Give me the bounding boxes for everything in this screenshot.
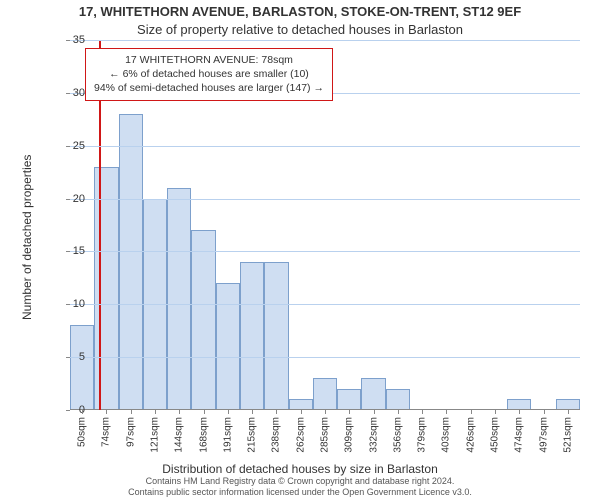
x-tick-label: 474sqm (514, 417, 525, 453)
bar (70, 325, 94, 410)
x-tick-label: 168sqm (198, 417, 209, 453)
x-axis-label: Distribution of detached houses by size … (0, 462, 600, 476)
x-tick-label: 426sqm (465, 417, 476, 453)
x-tick-mark (495, 410, 496, 414)
x-tick-mark (82, 410, 83, 414)
title-line-1: 17, WHITETHORN AVENUE, BARLASTON, STOKE-… (0, 4, 600, 19)
x-tick-label: 262sqm (295, 417, 306, 453)
bar (313, 378, 337, 410)
x-tick-mark (398, 410, 399, 414)
x-tick-label: 332sqm (368, 417, 379, 453)
bar (167, 188, 191, 410)
x-tick-mark (106, 410, 107, 414)
y-tick-label: 30 (55, 87, 85, 99)
x-tick-mark (471, 410, 472, 414)
annotation-box: 17 WHITETHORN AVENUE: 78sqm ← 6% of deta… (85, 48, 333, 101)
x-tick-mark (325, 410, 326, 414)
copyright-line-1: Contains HM Land Registry data © Crown c… (0, 476, 600, 487)
x-tick-mark (252, 410, 253, 414)
title-line-2: Size of property relative to detached ho… (0, 22, 600, 37)
grid-line (70, 304, 580, 305)
x-tick-mark (349, 410, 350, 414)
copyright-line-2: Contains public sector information licen… (0, 487, 600, 498)
y-tick-label: 20 (55, 193, 85, 205)
x-tick-mark (131, 410, 132, 414)
grid-line (70, 357, 580, 358)
grid-line (70, 199, 580, 200)
x-tick-label: 144sqm (174, 417, 185, 453)
x-tick-label: 74sqm (101, 417, 112, 447)
x-tick-label: 450sqm (490, 417, 501, 453)
grid-line (70, 251, 580, 252)
copyright: Contains HM Land Registry data © Crown c… (0, 476, 600, 498)
bar (216, 283, 240, 410)
x-tick-label: 50sqm (77, 417, 88, 447)
x-tick-mark (446, 410, 447, 414)
bar (264, 262, 288, 410)
x-tick-mark (301, 410, 302, 414)
x-tick-mark (422, 410, 423, 414)
x-tick-mark (179, 410, 180, 414)
y-tick-label: 15 (55, 245, 85, 257)
x-tick-label: 356sqm (392, 417, 403, 453)
x-tick-label: 285sqm (320, 417, 331, 453)
bar (94, 167, 118, 410)
bar (191, 230, 215, 410)
x-tick-mark (228, 410, 229, 414)
x-tick-mark (374, 410, 375, 414)
annotation-line-2: ← 6% of detached houses are smaller (10) (94, 67, 324, 81)
x-tick-mark (276, 410, 277, 414)
x-tick-label: 215sqm (247, 417, 258, 453)
x-tick-mark (544, 410, 545, 414)
y-tick-label: 0 (55, 404, 85, 416)
x-tick-mark (568, 410, 569, 414)
bar (337, 389, 361, 410)
x-tick-label: 497sqm (538, 417, 549, 453)
y-tick-label: 25 (55, 140, 85, 152)
x-tick-mark (204, 410, 205, 414)
bar (361, 378, 385, 410)
annotation-line-3: 94% of semi-detached houses are larger (… (94, 81, 324, 95)
bar (240, 262, 264, 410)
x-tick-label: 521sqm (562, 417, 573, 453)
x-tick-label: 97sqm (125, 417, 136, 447)
x-tick-label: 379sqm (417, 417, 428, 453)
x-tick-label: 191sqm (222, 417, 233, 453)
grid-line (70, 40, 580, 41)
x-tick-label: 238sqm (271, 417, 282, 453)
grid-line (70, 146, 580, 147)
x-tick-label: 403sqm (441, 417, 452, 453)
x-tick-mark (519, 410, 520, 414)
chart-container: 17, WHITETHORN AVENUE, BARLASTON, STOKE-… (0, 0, 600, 500)
bar (386, 389, 410, 410)
x-tick-label: 309sqm (344, 417, 355, 453)
y-tick-label: 10 (55, 298, 85, 310)
bar (119, 114, 143, 410)
x-tick-label: 121sqm (150, 417, 161, 453)
x-tick-mark (155, 410, 156, 414)
y-tick-label: 35 (55, 34, 85, 46)
annotation-line-1: 17 WHITETHORN AVENUE: 78sqm (94, 53, 324, 67)
y-tick-label: 5 (55, 351, 85, 363)
y-axis-label: Number of detached properties (20, 155, 34, 320)
